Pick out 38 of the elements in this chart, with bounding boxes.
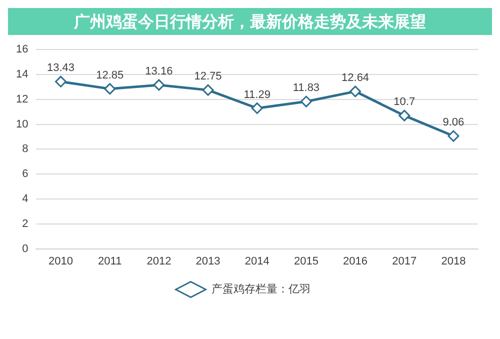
point (350, 86, 362, 98)
data-label: 12.64 (342, 72, 370, 84)
x-tick-label: 2014 (244, 255, 270, 268)
x-tick-label: 2016 (343, 255, 368, 268)
data-label: 9.06 (442, 116, 464, 129)
data-label: 12.85 (96, 69, 124, 82)
y-tick-label: 8 (22, 143, 28, 156)
data-label: 13.43 (47, 62, 75, 74)
x-tick-label: 2015 (294, 255, 318, 268)
y-tick-label: 0 (22, 242, 28, 255)
x-tick-label: 2013 (196, 255, 220, 268)
x-tick-label: 2010 (48, 255, 74, 268)
data-label: 12.75 (194, 70, 222, 83)
data-label: 10.7 (394, 96, 416, 108)
point (448, 130, 460, 142)
point (398, 110, 410, 122)
y-tick-label: 16 (16, 44, 28, 56)
x-tick-label: 2018 (441, 255, 466, 268)
point (153, 79, 165, 91)
point (300, 96, 312, 108)
x-tick-label: 2012 (146, 255, 172, 268)
y-tick-label: 4 (22, 193, 28, 206)
point (202, 84, 214, 96)
y-tick-label: 2 (22, 218, 28, 230)
x-tick-label: 2017 (392, 255, 417, 268)
y-tick-label: 12 (16, 93, 28, 106)
point (104, 83, 116, 95)
x-tick-label: 2011 (98, 255, 122, 268)
point (251, 102, 263, 114)
y-tick-label: 14 (16, 68, 28, 81)
data-label: 11.83 (292, 82, 320, 94)
legend-label: 产蛋鸡存栏量：亿羽 (211, 282, 310, 296)
point (55, 76, 67, 88)
data-label: 11.29 (244, 88, 270, 101)
chart-title: 广州鸡蛋今日行情分析，最新价格走势及未来展望 (8, 8, 492, 35)
y-tick-label: 10 (16, 118, 28, 130)
data-label: 13.16 (145, 65, 173, 78)
y-tick-label: 6 (22, 168, 28, 180)
